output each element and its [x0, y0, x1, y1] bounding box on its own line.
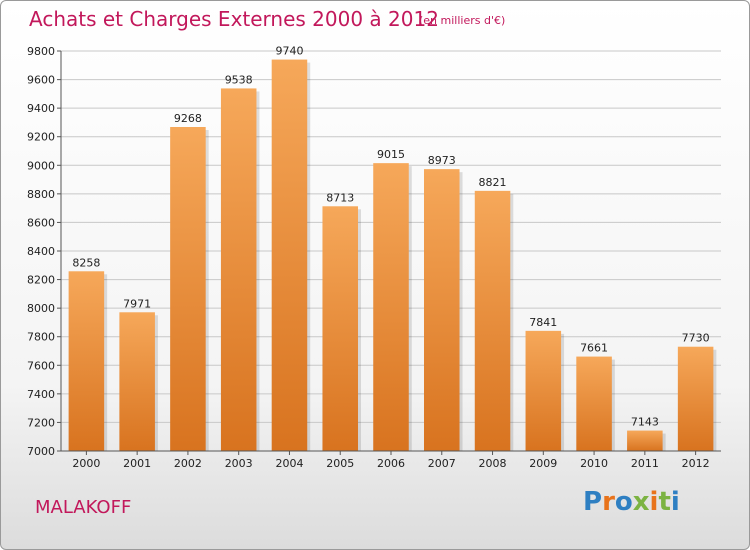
y-tick-label: 8200	[27, 274, 55, 287]
x-tick-label: 2012	[682, 457, 710, 470]
bar-2012	[677, 346, 714, 451]
bar-2003	[220, 88, 257, 451]
bar-2006	[373, 163, 409, 451]
bar-2008	[474, 190, 511, 451]
value-label: 7730	[682, 332, 710, 345]
x-tick-label: 2004	[275, 457, 303, 470]
value-label: 8713	[326, 191, 354, 204]
y-tick-label: 7200	[27, 416, 55, 429]
axes	[57, 50, 721, 455]
logo-letter: i	[670, 487, 680, 517]
proxiti-logo: Proxiti	[583, 487, 680, 517]
y-tick-label: 7000	[27, 445, 55, 458]
bar-2002	[170, 127, 206, 451]
logo-letter: o	[614, 487, 633, 517]
value-label: 8973	[428, 154, 456, 167]
x-tick-label: 2009	[529, 457, 557, 470]
y-tick-label: 9800	[27, 45, 55, 58]
y-tick-label: 8600	[27, 216, 55, 229]
value-label: 7661	[580, 342, 608, 355]
x-tick-label: 2005	[326, 457, 354, 470]
x-tick-label: 2010	[580, 457, 608, 470]
city-name: MALAKOFF	[35, 497, 132, 518]
y-tick-label: 9200	[27, 131, 55, 144]
y-tick-label: 9600	[27, 74, 55, 87]
value-label: 9740	[275, 45, 303, 58]
y-tick-label: 9000	[27, 159, 55, 172]
chart-title: Achats et Charges Externes 2000 à 2012	[29, 7, 439, 31]
y-tick-label: 8400	[27, 245, 55, 258]
y-tick-label: 7800	[27, 331, 55, 344]
logo-letter: i	[649, 487, 659, 517]
value-label: 8821	[479, 176, 507, 189]
y-tick-label: 8000	[27, 302, 55, 315]
logo-letter: t	[658, 487, 671, 517]
x-tick-label: 2011	[631, 457, 659, 470]
x-tick-label: 2008	[479, 457, 507, 470]
value-label: 9015	[377, 148, 405, 161]
logo-letter: r	[602, 487, 615, 517]
x-tick-label: 2003	[225, 457, 253, 470]
value-label: 7143	[631, 416, 659, 429]
bar-2007	[424, 169, 460, 451]
value-label: 7971	[123, 297, 151, 310]
x-tick-label: 2001	[123, 457, 151, 470]
x-tick-label: 2007	[428, 457, 456, 470]
y-tick-label: 7600	[27, 359, 55, 372]
y-tick-label: 8800	[27, 188, 55, 201]
bar-2005	[322, 206, 358, 451]
x-tick-label: 2006	[377, 457, 405, 470]
x-tick-label: 2002	[174, 457, 202, 470]
x-tick-label: 2000	[72, 457, 100, 470]
bars	[68, 59, 717, 451]
value-label: 8258	[72, 256, 100, 269]
chart-unit: (en milliers d'€)	[419, 14, 506, 27]
bar-2011	[627, 430, 663, 451]
y-tick-label: 7400	[27, 388, 55, 401]
y-tick-label: 9400	[27, 102, 55, 115]
bar-2009	[525, 330, 562, 451]
value-label: 9538	[225, 73, 253, 86]
bar-2004	[271, 59, 308, 451]
bar-2000	[68, 271, 105, 451]
value-label: 7841	[529, 316, 557, 329]
logo-letter: x	[632, 487, 650, 517]
value-label: 9268	[174, 112, 202, 125]
bar-2010	[576, 356, 612, 451]
bar-2001	[119, 312, 155, 451]
labels: 7000 7200 7400 7600 7800 8000 8200 8400 8600 8800…	[27, 45, 710, 470]
logo-letter: P	[583, 487, 603, 517]
